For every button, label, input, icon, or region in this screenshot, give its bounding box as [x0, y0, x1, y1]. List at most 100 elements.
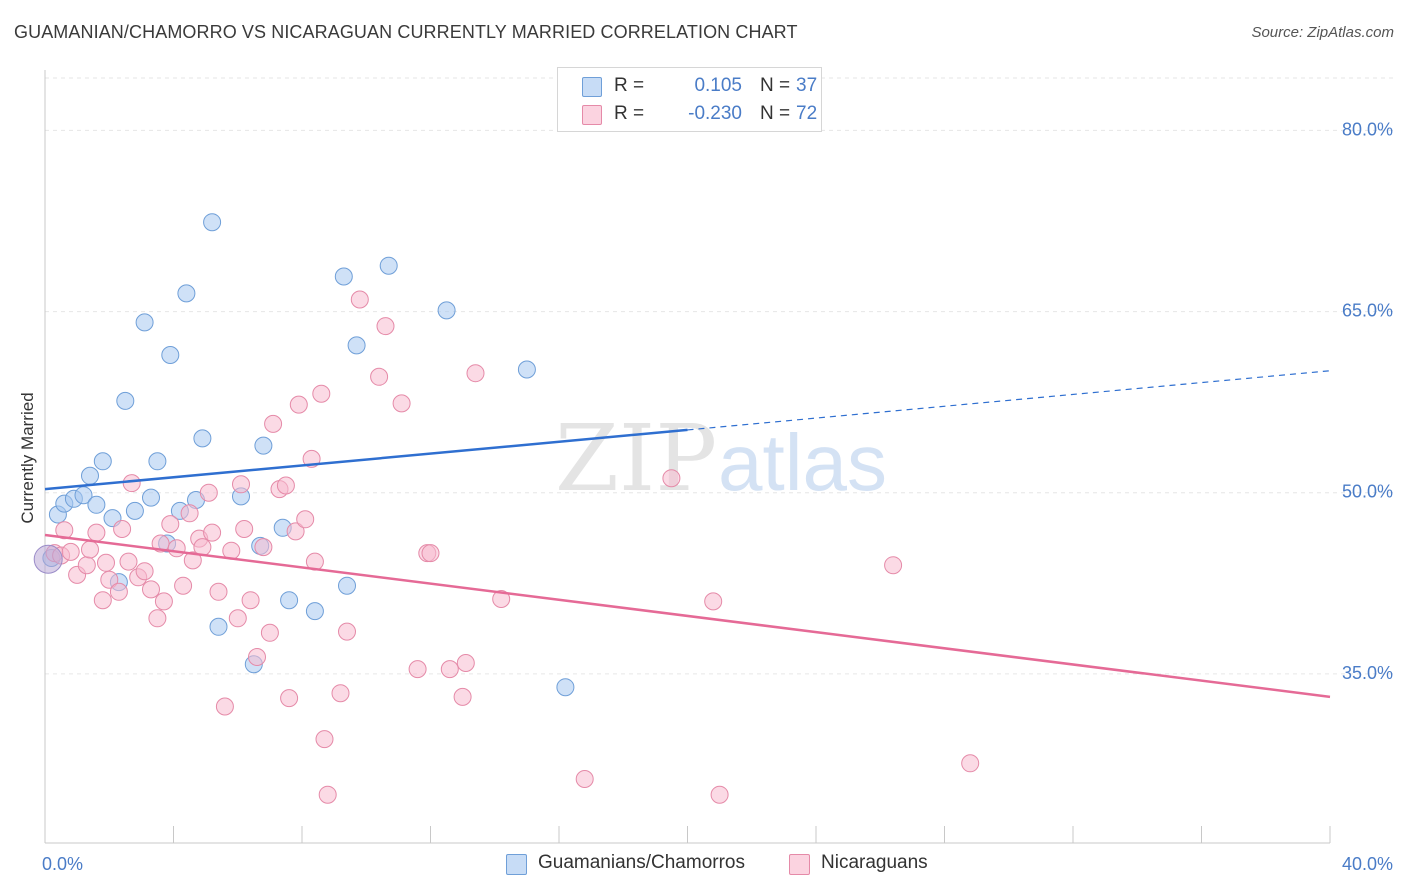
- chart-title: GUAMANIAN/CHAMORRO VS NICARAGUAN CURRENT…: [14, 22, 798, 42]
- legend-swatch-guamanian: [506, 854, 527, 875]
- legend-r-value: -0.230: [688, 103, 742, 124]
- legend-swatch-guamanian: [582, 77, 602, 97]
- legend-label-nicaraguan: Nicaraguans: [821, 852, 928, 873]
- nicaraguan-point: [315, 730, 334, 749]
- nicaraguan-point: [370, 367, 389, 386]
- nicaraguan-point: [312, 384, 331, 403]
- watermark-zip: ZIP: [555, 405, 717, 512]
- nicaraguan-point: [248, 648, 266, 666]
- nicaraguan-point: [122, 474, 141, 493]
- nicaraguan-point: [241, 591, 260, 610]
- nicaraguan-point: [81, 540, 99, 559]
- nicaraguan-point: [93, 591, 112, 610]
- nicaraguan-point: [492, 590, 511, 608]
- data-points: [33, 213, 980, 804]
- guamanian-point: [125, 501, 144, 520]
- nicaraguan-point: [350, 290, 369, 309]
- nicaraguan-point: [228, 609, 247, 628]
- guamanian-point: [161, 346, 180, 364]
- guamanian-point: [305, 602, 324, 621]
- nicaraguan-point: [421, 544, 440, 563]
- nicaraguan-point: [61, 542, 80, 561]
- nicaraguan-point: [286, 522, 305, 541]
- nicaraguan-point: [704, 592, 723, 611]
- nicaraguan-point: [453, 687, 472, 706]
- legend-label-guamanian: Guamanians/Chamorros: [538, 852, 745, 873]
- guamanian-point: [517, 360, 536, 379]
- watermark: ZIP atlas: [555, 405, 887, 512]
- nicaraguan-point: [296, 510, 315, 529]
- guamanian-point: [142, 488, 160, 507]
- nicaraguan-point: [408, 660, 427, 679]
- guamanian-point: [93, 452, 112, 471]
- y-tick-label: 35.0%: [1342, 663, 1393, 683]
- nicaraguan-point: [264, 414, 283, 433]
- x-tick-labels: 0.0% 40.0%: [42, 854, 1393, 874]
- guamanian-point: [135, 313, 154, 332]
- guamanian-point: [437, 301, 456, 320]
- nicaraguan-point: [280, 689, 299, 708]
- nicaraguan-point: [135, 562, 154, 581]
- nicaraguan-point: [710, 785, 729, 804]
- nicaraguan-point: [456, 654, 475, 672]
- nicaraguan-point: [961, 754, 980, 773]
- legend-n-label: N =: [760, 75, 791, 96]
- axes: [44, 70, 1331, 844]
- nicaraguan-point: [174, 576, 193, 595]
- y-tick-label: 65.0%: [1342, 301, 1393, 321]
- guamanian-point: [116, 391, 135, 410]
- nicaraguan-point: [77, 556, 96, 575]
- nicaraguan-point: [97, 553, 115, 572]
- nicaraguan-point: [318, 785, 337, 804]
- nicaraguan-point: [260, 623, 279, 642]
- y-tick-labels: 80.0% 65.0% 50.0% 35.0%: [1342, 119, 1393, 683]
- nicaraguan-point: [55, 521, 74, 540]
- nicaraguan-point: [289, 395, 308, 414]
- legend-r-label: R =: [614, 75, 645, 96]
- guamanian-point: [203, 213, 222, 232]
- guamanian-point: [347, 336, 366, 355]
- legend-swatch-nicaraguan: [582, 105, 602, 125]
- nicaraguan-point: [87, 523, 106, 542]
- guamanian-point: [148, 452, 167, 471]
- guamanian-point: [209, 617, 228, 636]
- nicaraguan-point: [109, 582, 128, 601]
- nicaraguan-point: [376, 317, 395, 336]
- guamanian-point: [81, 466, 99, 485]
- guamanian-point: [379, 256, 398, 275]
- guamanian-point: [193, 429, 212, 448]
- guamanian-point: [556, 678, 575, 697]
- nicaraguan-point: [209, 582, 228, 601]
- nicaraguan-point: [119, 552, 138, 571]
- legend-n-value: 72: [796, 103, 818, 124]
- nicaraguan-point: [232, 475, 250, 494]
- guamanian-point: [334, 267, 353, 286]
- nicaraguan-point: [466, 364, 485, 383]
- legend-n-value: 37: [796, 75, 818, 96]
- nicaraguan-point: [203, 523, 222, 542]
- nicaraguan-point: [338, 622, 356, 641]
- nicaraguan-point: [161, 515, 180, 534]
- guamanian-point: [254, 436, 273, 455]
- watermark-atlas: atlas: [718, 418, 887, 507]
- nicaraguan-point: [440, 660, 459, 679]
- nicaraguan-point: [100, 570, 119, 589]
- guamanian-point: [87, 495, 106, 514]
- nicaraguan-point: [180, 504, 199, 523]
- x-tick-label: 40.0%: [1342, 854, 1393, 874]
- guamanian-point: [280, 591, 299, 610]
- nicaraguan-point: [148, 609, 167, 628]
- stats-legend: R = 0.105 N = 37 R = -0.230 N = 72: [557, 67, 822, 132]
- nicaraguan-trend-line: [44, 533, 1331, 699]
- legend-r-label: R =: [614, 103, 645, 124]
- y-tick-label: 80.0%: [1342, 119, 1393, 139]
- overlap-point: [33, 544, 63, 574]
- legend-r-value: 0.105: [694, 75, 742, 96]
- grid-lines: [45, 77, 1395, 675]
- nicaraguan-point: [142, 580, 160, 599]
- nicaraguan-point: [331, 684, 350, 703]
- legend-n-label: N =: [760, 103, 791, 124]
- source-label: Source: ZipAtlas.com: [1251, 24, 1394, 41]
- guamanian-point: [338, 576, 356, 595]
